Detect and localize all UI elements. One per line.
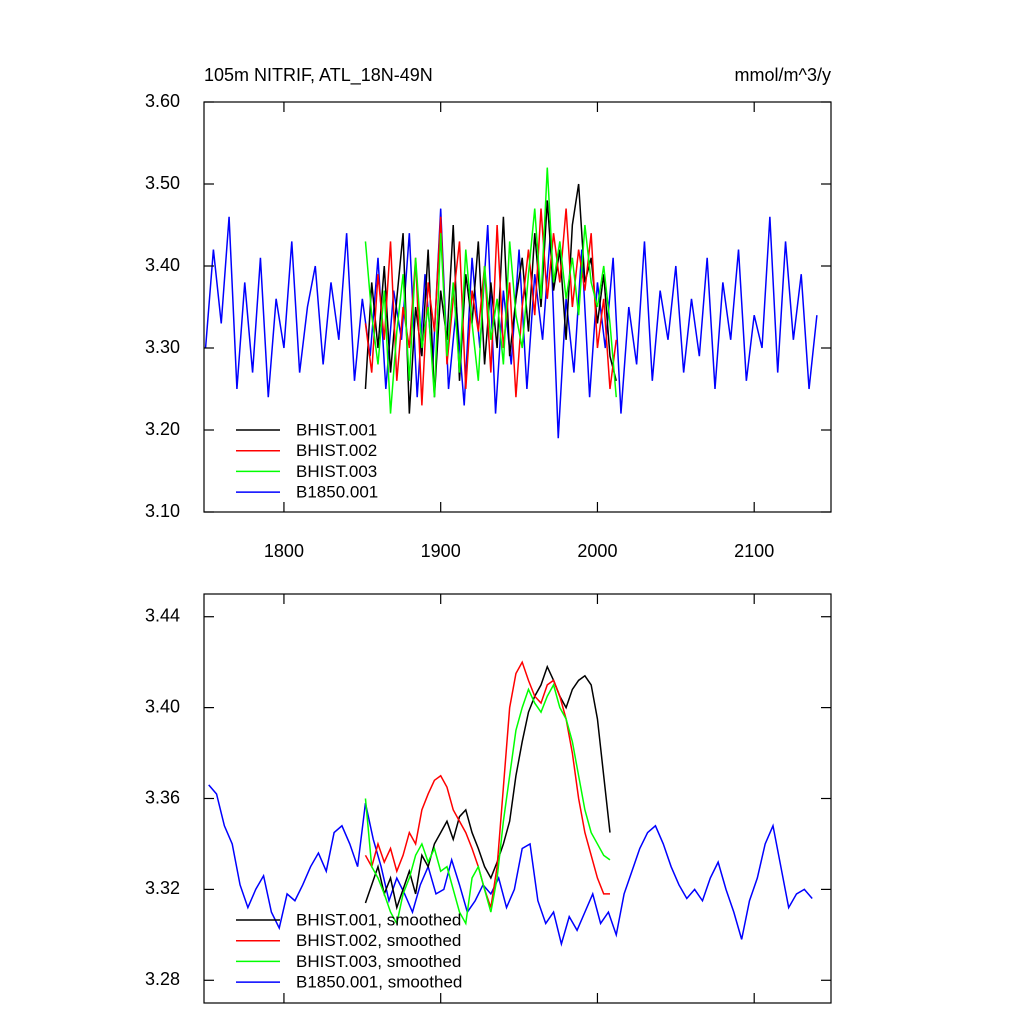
y-tick-label: 3.40 bbox=[145, 696, 180, 716]
series-line bbox=[208, 784, 813, 947]
legend-label: B1850.001, smoothed bbox=[296, 973, 462, 992]
series-line bbox=[204, 208, 818, 439]
y-tick-label: 3.28 bbox=[145, 969, 180, 989]
x-tick-label: 1800 bbox=[264, 541, 304, 561]
x-tick-label: 2100 bbox=[734, 541, 774, 561]
legend-label: BHIST.003, smoothed bbox=[296, 952, 461, 971]
plot-frame bbox=[203, 101, 832, 513]
series-line bbox=[364, 660, 610, 908]
y-tick-label: 3.10 bbox=[145, 501, 180, 521]
series-line bbox=[364, 682, 611, 926]
x-tick-label: 2000 bbox=[577, 541, 617, 561]
legend-label: BHIST.001, smoothed bbox=[296, 910, 461, 929]
chart-title: 105m NITRIF, ATL_18N-49N bbox=[204, 65, 433, 86]
legend-label: BHIST.002, smoothed bbox=[296, 931, 461, 950]
y-tick-label: 3.44 bbox=[145, 605, 180, 625]
series-line bbox=[364, 167, 617, 414]
units-label: mmol/m^3/y bbox=[735, 65, 831, 85]
legend-label: B1850.001 bbox=[296, 483, 378, 502]
y-tick-label: 3.40 bbox=[145, 255, 180, 275]
y-tick-label: 3.50 bbox=[145, 173, 180, 193]
y-tick-label: 3.20 bbox=[145, 419, 180, 439]
y-tick-label: 3.60 bbox=[145, 91, 180, 111]
y-tick-label: 3.36 bbox=[145, 787, 180, 807]
x-tick-label: 1900 bbox=[421, 541, 461, 561]
legend-label: BHIST.002 bbox=[296, 441, 377, 460]
y-tick-label: 3.30 bbox=[145, 337, 180, 357]
series-line bbox=[364, 664, 611, 911]
y-tick-label: 3.32 bbox=[145, 878, 180, 898]
legend-label: BHIST.003 bbox=[296, 462, 377, 481]
legend-label: BHIST.001 bbox=[296, 420, 377, 439]
